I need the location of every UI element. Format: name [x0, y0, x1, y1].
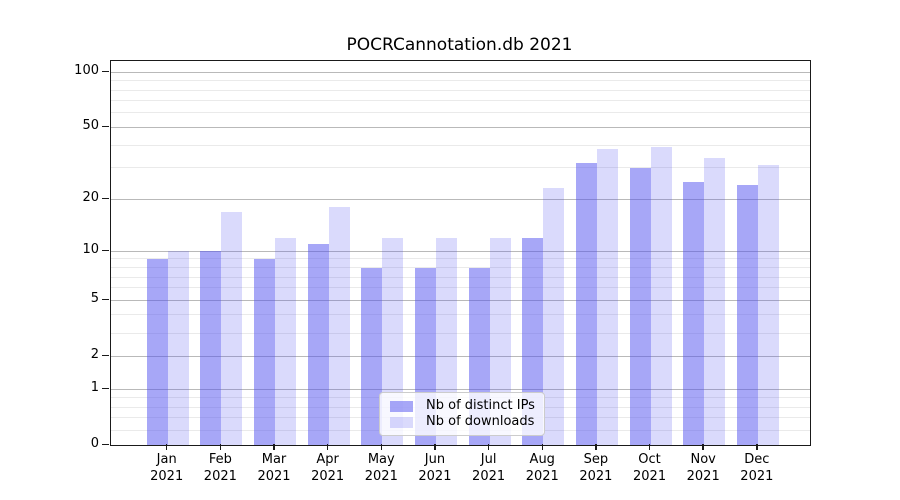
x-tick-mark: [487, 444, 490, 450]
major-gridline: [111, 198, 810, 200]
x-tick-label: Mar 2021: [257, 452, 291, 484]
x-tick-mark: [219, 444, 222, 450]
y-tick-mark: [102, 387, 109, 389]
minor-gridline: [111, 314, 810, 316]
x-tick-label: May 2021: [364, 452, 398, 484]
bar-mar-downloads: [275, 237, 296, 445]
major-gridline: [111, 355, 810, 357]
minor-gridline: [111, 287, 810, 289]
x-tick-mark: [273, 444, 275, 450]
y-tick-label: 50: [82, 118, 99, 134]
y-tick-label: 5: [90, 291, 99, 307]
bar-oct-distinct-ips: [629, 167, 651, 445]
minor-gridline: [111, 332, 810, 334]
major-gridline: [111, 126, 810, 128]
bar-nov-downloads: [704, 157, 726, 445]
bar-mar-distinct-ips: [254, 258, 275, 445]
legend-label: Nb of distinct IPs: [426, 398, 535, 413]
legend-row: Nb of downloads: [388, 415, 536, 429]
y-tick-mark: [102, 249, 109, 252]
minor-gridline: [111, 89, 810, 91]
x-tick-label: Aug 2021: [525, 452, 559, 484]
minor-gridline: [111, 258, 810, 260]
x-tick-mark: [702, 444, 704, 450]
x-tick-mark: [756, 444, 758, 450]
x-tick-label: Jan 2021: [150, 452, 184, 484]
x-tick-label: Feb 2021: [203, 452, 237, 484]
chart-title: POCRCannotation.db 2021: [346, 35, 573, 55]
minor-gridline: [111, 80, 810, 82]
x-tick-mark: [380, 444, 383, 450]
major-gridline: [111, 299, 810, 301]
plot-area: [110, 60, 811, 446]
y-tick-label: 20: [82, 190, 99, 206]
legend: Nb of distinct IPs Nb of downloads: [379, 392, 545, 436]
bar-feb-distinct-ips: [200, 251, 222, 445]
bar-nov-distinct-ips: [683, 181, 705, 445]
minor-gridline: [111, 267, 810, 268]
x-tick-label: Apr 2021: [311, 452, 345, 484]
y-tick-label: 10: [82, 242, 99, 258]
x-tick-label: Dec 2021: [740, 452, 774, 484]
bar-jan-downloads: [167, 251, 189, 445]
legend-row: Nb of distinct IPs: [388, 399, 536, 413]
y-tick-mark: [102, 125, 109, 128]
bar-feb-downloads: [221, 211, 243, 445]
minor-gridline: [111, 100, 810, 102]
y-tick-label: 1: [90, 380, 99, 395]
x-tick-mark: [434, 444, 436, 450]
y-tick-mark: [102, 354, 109, 357]
y-tick-label: 0: [90, 436, 99, 451]
minor-gridline: [111, 276, 810, 278]
bar-apr-distinct-ips: [307, 244, 329, 445]
x-tick-mark: [595, 444, 597, 450]
y-tick-mark: [102, 197, 109, 200]
y-tick-label: 2: [90, 347, 99, 363]
y-tick-mark: [102, 70, 109, 73]
x-tick-mark: [648, 444, 651, 450]
minor-gridline: [111, 112, 810, 114]
bar-sep-downloads: [596, 149, 618, 445]
bar-aug-downloads: [543, 188, 565, 445]
bar-jan-distinct-ips: [146, 258, 168, 445]
x-tick-label: Jul 2021: [472, 452, 506, 484]
y-tick-mark: [102, 298, 109, 301]
legend-swatch-downloads: [390, 416, 413, 428]
minor-gridline: [111, 167, 810, 169]
minor-gridline: [111, 144, 810, 146]
x-tick-mark: [541, 444, 543, 450]
x-tick-label: Oct 2021: [633, 452, 667, 484]
major-gridline: [111, 388, 810, 390]
x-tick-mark: [326, 444, 329, 450]
x-tick-label: Nov 2021: [686, 452, 720, 484]
bar-dec-distinct-ips: [736, 184, 758, 445]
y-tick-label: 100: [74, 63, 99, 79]
x-tick-mark: [165, 444, 168, 450]
x-tick-label: Jun 2021: [418, 452, 452, 484]
x-tick-label: Sep 2021: [579, 452, 613, 484]
bar-apr-downloads: [328, 207, 350, 445]
major-gridline: [111, 71, 810, 73]
bar-oct-downloads: [650, 147, 672, 445]
legend-label: Nb of downloads: [426, 414, 535, 429]
bar-may-distinct-ips: [361, 267, 383, 445]
bar-dec-downloads: [757, 165, 779, 445]
legend-swatch-distinct-ips: [390, 400, 413, 412]
y-tick-mark: [102, 443, 109, 445]
major-gridline: [111, 250, 810, 252]
bar-sep-distinct-ips: [575, 162, 597, 445]
